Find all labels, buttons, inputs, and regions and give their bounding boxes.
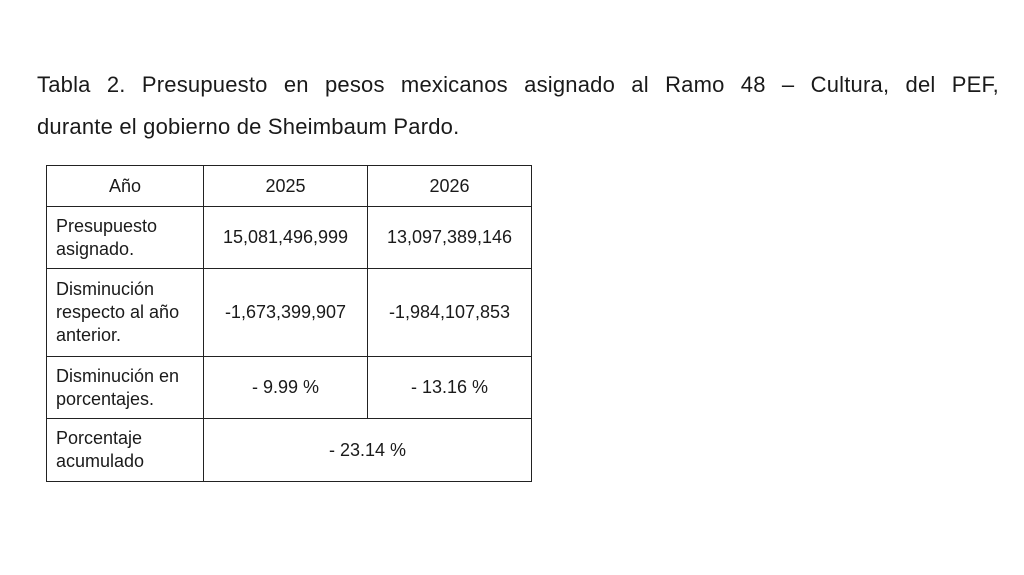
caption-line-1: Tabla 2. Presupuesto en pesos mexicanos … — [37, 72, 999, 97]
header-year: Año — [46, 165, 204, 207]
cell-porcentaje-2025: - 9.99 % — [203, 356, 368, 419]
row-label-porcentajes: Disminución en porcentajes. — [46, 356, 204, 419]
table-row: Presupuesto asignado. 15,081,496,999 13,… — [46, 206, 532, 269]
cell-acumulado: - 23.14 % — [203, 418, 532, 482]
table-row: Disminución en porcentajes. - 9.99 % - 1… — [46, 356, 532, 419]
caption-line-2: durante el gobierno de Sheimbaum Pardo. — [37, 114, 460, 139]
row-label-presupuesto: Presupuesto asignado. — [46, 206, 204, 269]
row-label-acumulado: Porcentaje acumulado — [46, 418, 204, 482]
cell-disminucion-2026: -1,984,107,853 — [367, 268, 532, 357]
cell-presupuesto-2026: 13,097,389,146 — [367, 206, 532, 269]
header-2026: 2026 — [367, 165, 532, 207]
cell-porcentaje-2026: - 13.16 % — [367, 356, 532, 419]
table-row: Porcentaje acumulado - 23.14 % — [46, 418, 532, 482]
table-caption: Tabla 2. Presupuesto en pesos mexicanos … — [37, 64, 999, 148]
header-2025: 2025 — [203, 165, 368, 207]
budget-table: Año 2025 2026 Presupuesto asignado. 15,0… — [46, 165, 532, 482]
cell-disminucion-2025: -1,673,399,907 — [203, 268, 368, 357]
row-label-disminucion: Disminución respecto al año anterior. — [46, 268, 204, 357]
table-row: Disminución respecto al año anterior. -1… — [46, 268, 532, 357]
cell-presupuesto-2025: 15,081,496,999 — [203, 206, 368, 269]
table-header-row: Año 2025 2026 — [46, 165, 532, 207]
